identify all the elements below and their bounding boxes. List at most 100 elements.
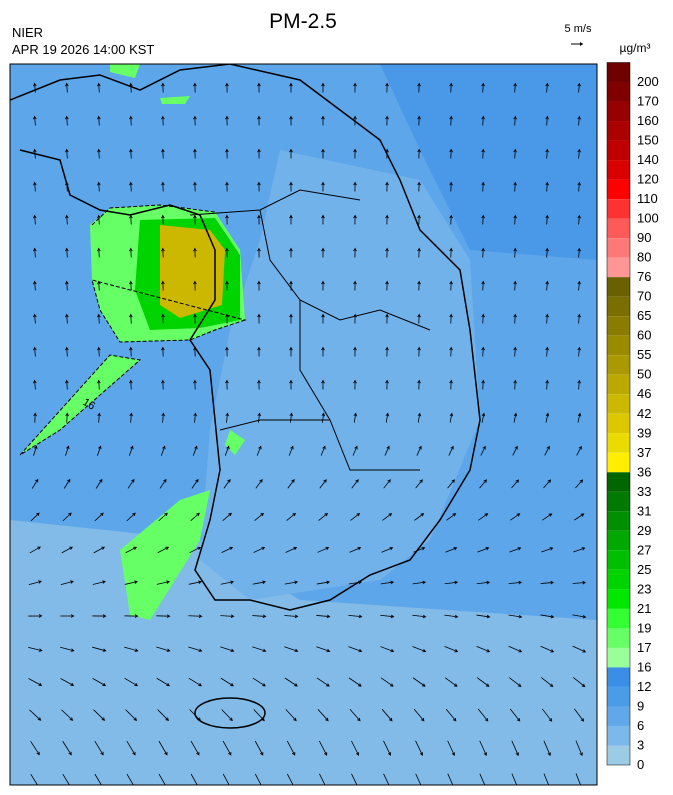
- wind-arrow: [385, 115, 389, 126]
- wind-arrow: [449, 280, 453, 291]
- wind-arrow: [412, 677, 426, 687]
- wind-arrow: [257, 247, 261, 258]
- wind-arrow: [447, 479, 455, 489]
- wind-arrow: [253, 709, 265, 722]
- wind-arrow: [577, 247, 581, 258]
- wind-arrow: [223, 478, 231, 489]
- colorbar-swatch: [607, 160, 630, 180]
- wind-arrow: [316, 646, 331, 653]
- wind-arrow: [444, 646, 459, 653]
- wind-arrow: [348, 646, 363, 653]
- wind-arrow: [476, 580, 491, 585]
- wind-arrow: [477, 547, 490, 553]
- wind-arrow: [126, 512, 136, 522]
- wind-arrow: [60, 580, 74, 585]
- wind-arrow: [161, 214, 165, 225]
- colorbar-label: 27: [637, 542, 651, 557]
- wind-arrow: [190, 512, 200, 522]
- colorbar-swatch: [607, 628, 630, 648]
- wind-arrow: [159, 478, 167, 489]
- wind-arrow: [254, 773, 262, 785]
- wind-arrow: [193, 379, 197, 390]
- wind-arrow: [449, 346, 453, 357]
- wind-arrow: [161, 115, 165, 126]
- colorbar-swatch: [607, 355, 630, 375]
- wind-arrow: [385, 412, 390, 423]
- wind-arrow: [577, 115, 581, 126]
- colorbar-label: 160: [637, 113, 659, 128]
- wind-arrow: [353, 115, 357, 126]
- wind-arrow: [545, 313, 549, 324]
- wind-arrow: [575, 740, 583, 757]
- wind-arrow: [513, 82, 517, 93]
- wind-arrow: [161, 247, 165, 258]
- wind-arrow: [321, 82, 325, 93]
- colorbar-swatch: [607, 121, 630, 141]
- wind-arrow: [33, 445, 38, 456]
- wind-arrow: [28, 580, 42, 586]
- wind-arrow: [284, 677, 298, 687]
- wind-arrow: [225, 346, 229, 357]
- wind-arrow: [353, 280, 357, 291]
- wind-arrow: [577, 148, 581, 159]
- wind-arrow: [316, 614, 331, 619]
- wind-arrow: [481, 115, 485, 126]
- wind-arrow: [417, 313, 421, 324]
- wind-arrow: [444, 580, 459, 585]
- wind-arrow: [157, 709, 169, 722]
- wind-arrow: [220, 614, 235, 619]
- wind-arrow: [65, 412, 69, 423]
- wind-arrow: [449, 412, 454, 423]
- pm-zone-42: [160, 225, 225, 318]
- wind-arrow: [481, 346, 485, 357]
- wind-arrow: [412, 614, 427, 619]
- colorbar-swatch: [607, 316, 630, 336]
- wind-arrow: [542, 708, 553, 722]
- wind-arrow: [28, 678, 43, 686]
- wind-arrow: [128, 445, 134, 456]
- pm-zone-north: [110, 64, 190, 104]
- wind-arrow: [574, 708, 585, 722]
- timestamp: APR 19 2026 14:00 KST: [12, 42, 154, 57]
- wind-arrow: [447, 773, 454, 785]
- wind-arrow: [65, 82, 69, 93]
- wind-arrow: [417, 247, 421, 258]
- wind-arrow: [508, 645, 523, 653]
- wind-arrow: [161, 346, 165, 357]
- wind-arrow: [508, 677, 522, 687]
- wind-arrow: [383, 773, 390, 785]
- wind-arrow: [225, 181, 229, 192]
- wind-arrow: [449, 148, 453, 159]
- wind-arrow: [33, 115, 37, 126]
- wind-arrow: [316, 677, 330, 687]
- wind-arrow: [476, 677, 490, 687]
- wind-arrow: [321, 379, 325, 390]
- wind-arrow: [156, 614, 171, 618]
- colorbar-label: 42: [637, 406, 651, 421]
- wind-arrow: [318, 740, 328, 756]
- wind-arrow: [353, 412, 358, 423]
- colorbar-label: 9: [637, 698, 644, 713]
- colorbar-swatch: [607, 199, 630, 219]
- wind-arrow: [349, 546, 362, 553]
- wind-arrow: [33, 346, 37, 357]
- colorbar-swatch: [607, 179, 630, 200]
- wind-field: [28, 82, 587, 785]
- high-zone: [380, 64, 597, 260]
- wind-arrow: [97, 247, 101, 258]
- wind-arrow: [321, 148, 325, 159]
- wind-arrow: [286, 773, 294, 785]
- wind-arrow: [447, 740, 455, 756]
- wind-arrow: [353, 313, 357, 324]
- wind-arrow: [385, 181, 389, 192]
- wind-arrow: [509, 547, 522, 553]
- wind-arrow: [384, 445, 390, 456]
- map-frame: [9, 63, 598, 786]
- wind-arrow: [31, 478, 39, 489]
- colorbar-swatch: [607, 511, 630, 531]
- agency: NIER: [12, 25, 43, 40]
- wind-arrow: [444, 614, 459, 619]
- colorbar-swatch: [607, 374, 630, 395]
- wind-arrow: [540, 614, 555, 619]
